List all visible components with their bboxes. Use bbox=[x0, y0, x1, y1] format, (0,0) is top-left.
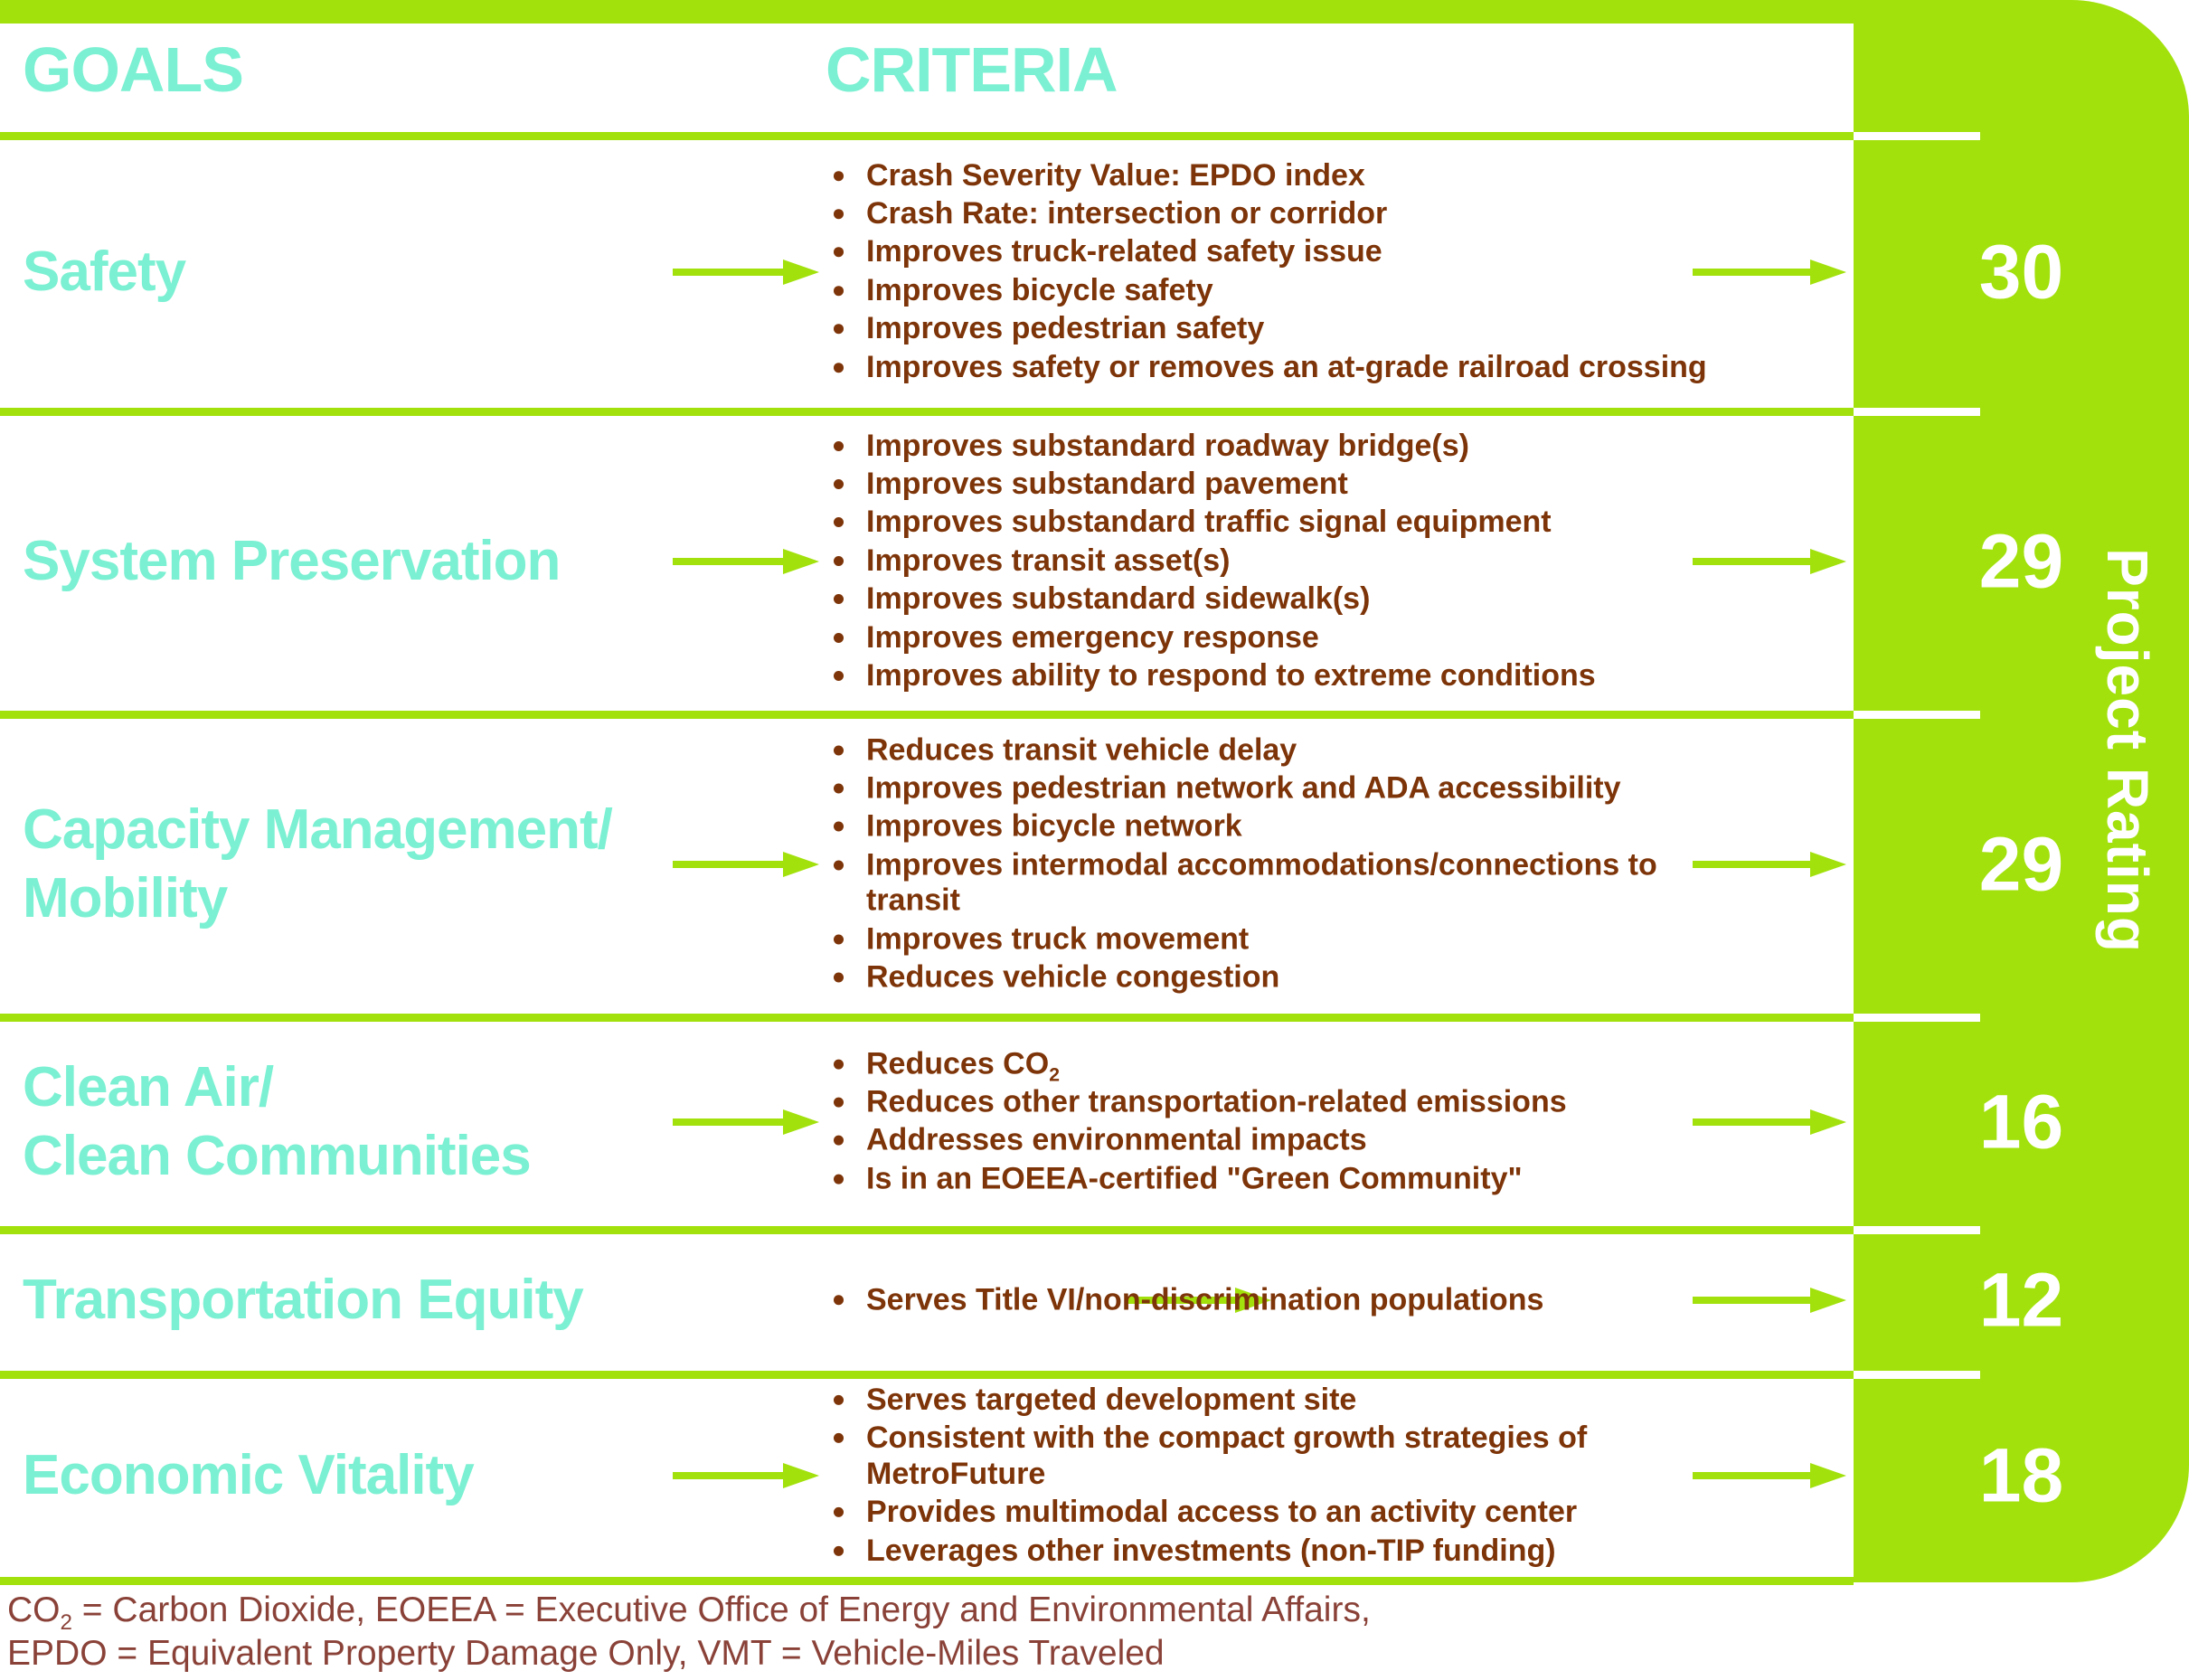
row-divider bbox=[0, 132, 1854, 140]
criteria-to-rating-arrow bbox=[1693, 851, 1846, 877]
row-capacity-management-mobility: Capacity Management/ Mobility Reduces tr… bbox=[0, 714, 2189, 1014]
project-rating-title: Project Rating bbox=[2095, 548, 2160, 953]
criteria-item: Reduces vehicle congestion bbox=[832, 960, 1718, 996]
criteria-item: Reduces transit vehicle delay bbox=[832, 732, 1718, 768]
rating-value: 29 bbox=[1978, 518, 2064, 603]
legend-footer: CO2 = Carbon Dioxide, EOEEA = Executive … bbox=[7, 1589, 1816, 1675]
goal-to-criteria-arrow bbox=[1125, 1288, 1271, 1313]
criteria-item: Improves truck-related safety issue bbox=[832, 235, 1718, 270]
project-rating-band bbox=[1854, 0, 2189, 1582]
goal-label: Clean Air/ Clean Communities bbox=[23, 1017, 674, 1226]
goal-to-criteria-arrow bbox=[673, 1463, 819, 1488]
criteria-item: Crash Rate: intersection or corridor bbox=[832, 196, 1718, 231]
row-divider bbox=[0, 1014, 1854, 1022]
goal-label-line: Capacity Management/ bbox=[23, 798, 613, 861]
band-tick bbox=[1854, 1226, 1980, 1234]
criteria-item: Improves substandard roadway bridge(s) bbox=[832, 428, 1718, 463]
goal-label-line: Safety bbox=[23, 240, 186, 303]
criteria-item: Improves bicycle network bbox=[832, 809, 1718, 845]
rating-value: 16 bbox=[1978, 1079, 2064, 1164]
criteria-item: Reduces CO2 bbox=[832, 1046, 1718, 1084]
band-tick bbox=[1854, 1014, 1980, 1022]
goal-label-line: Economic Vitality bbox=[23, 1444, 475, 1507]
goal-label: System Preservation bbox=[23, 411, 674, 711]
criteria-item: Serves targeted development site bbox=[832, 1383, 1718, 1418]
band-tick bbox=[1854, 1371, 1980, 1379]
criteria-item: Improves substandard traffic signal equi… bbox=[832, 505, 1718, 540]
goal-label: Economic Vitality bbox=[23, 1374, 674, 1577]
criteria-list: Reduces CO2 Reduces other transportation-… bbox=[832, 1043, 1718, 1200]
rating-value: 18 bbox=[1978, 1432, 2064, 1518]
criteria-list: Improves substandard roadway bridge(s) Im… bbox=[832, 425, 1718, 696]
criteria-item: Is in an EOEEA-certified "Green Communit… bbox=[832, 1161, 1718, 1196]
rating-value: 12 bbox=[1978, 1257, 2064, 1343]
row-clean-air-clean-communities: Clean Air/ Clean Communities Reduces CO2… bbox=[0, 1017, 2189, 1226]
criteria-item: Improves truck movement bbox=[832, 921, 1718, 957]
criteria-item: Improves safety or removes an at-grade r… bbox=[832, 350, 1718, 385]
row-divider bbox=[0, 1371, 1854, 1379]
goal-label-line: Transportation Equity bbox=[23, 1269, 584, 1332]
criteria-item: Improves intermodal accommodations/conne… bbox=[832, 847, 1718, 919]
criteria-item: Serves Title VI/non-discrimination popul… bbox=[832, 1282, 1718, 1317]
top-border-bar bbox=[0, 0, 1863, 24]
row-divider bbox=[0, 711, 1854, 719]
criteria-item: Consistent with the compact growth strat… bbox=[832, 1420, 1718, 1492]
legend-line-2: EPDO = Equivalent Property Damage Only, … bbox=[7, 1633, 1165, 1673]
band-tick bbox=[1854, 711, 1980, 719]
row-safety: Safety Crash Severity Value: EPDO index C… bbox=[0, 136, 2189, 408]
row-divider bbox=[0, 1226, 1854, 1234]
goal-label-line: System Preservation bbox=[23, 529, 561, 592]
criteria-list: Serves targeted development site Consiste… bbox=[832, 1380, 1718, 1571]
criteria-to-rating-arrow bbox=[1693, 259, 1846, 285]
criteria-item: Improves bicycle safety bbox=[832, 273, 1718, 308]
goal-label: Capacity Management/ Mobility bbox=[23, 714, 674, 1014]
criteria-to-rating-arrow bbox=[1693, 1109, 1846, 1135]
goal-to-criteria-arrow bbox=[673, 851, 819, 877]
footer-divider bbox=[0, 1577, 1854, 1585]
criteria-item: Leverages other investments (non-TIP fun… bbox=[832, 1534, 1718, 1569]
goal-label: Transportation Equity bbox=[23, 1230, 1062, 1371]
row-economic-vitality: Economic Vitality Serves targeted develo… bbox=[0, 1374, 2189, 1577]
row-divider bbox=[0, 408, 1854, 416]
goal-label-line: Clean Air/ bbox=[23, 1055, 274, 1118]
criteria-item: Improves pedestrian network and ADA acce… bbox=[832, 770, 1718, 806]
goal-to-criteria-arrow bbox=[673, 548, 819, 574]
row-system-preservation: System Preservation Improves substandard… bbox=[0, 411, 2189, 711]
criteria-to-rating-arrow bbox=[1693, 1463, 1846, 1488]
goal-to-criteria-arrow bbox=[673, 259, 819, 285]
criteria-item: Improves pedestrian safety bbox=[832, 311, 1718, 346]
criteria-item: Provides multimodal access to an activit… bbox=[832, 1495, 1718, 1530]
goal-to-criteria-arrow bbox=[673, 1109, 819, 1135]
goal-label: Safety bbox=[23, 136, 674, 408]
goal-label-line: Clean Communities bbox=[23, 1124, 532, 1187]
goals-header: GOALS bbox=[23, 34, 244, 105]
criteria-item: Improves substandard pavement bbox=[832, 467, 1718, 502]
row-transportation-equity: Transportation Equity Serves Title VI/no… bbox=[0, 1230, 2189, 1371]
criteria-item: Crash Severity Value: EPDO index bbox=[832, 158, 1718, 193]
criteria-list: Crash Severity Value: EPDO index Crash Ra… bbox=[832, 156, 1718, 389]
criteria-to-rating-arrow bbox=[1693, 548, 1846, 574]
criteria-item: Improves transit asset(s) bbox=[832, 543, 1718, 579]
criteria-item: Addresses environmental impacts bbox=[832, 1123, 1718, 1158]
rating-value: 30 bbox=[1978, 229, 2064, 314]
criteria-header: CRITERIA bbox=[826, 34, 1118, 105]
criteria-list: Serves Title VI/non-discrimination popul… bbox=[832, 1279, 1718, 1320]
criteria-item: Improves emergency response bbox=[832, 620, 1718, 656]
criteria-to-rating-arrow bbox=[1693, 1288, 1846, 1313]
criteria-item: Reduces other transportation-related emi… bbox=[832, 1085, 1718, 1120]
legend-line-1: CO2 = Carbon Dioxide, EOEEA = Executive … bbox=[7, 1590, 1371, 1635]
band-tick bbox=[1854, 408, 1980, 416]
goal-label-line: Mobility bbox=[23, 866, 228, 930]
band-tick bbox=[1854, 132, 1980, 140]
rating-value: 29 bbox=[1978, 821, 2064, 906]
criteria-list: Reduces transit vehicle delay Improves pe… bbox=[832, 730, 1718, 998]
criteria-item: Improves ability to respond to extreme c… bbox=[832, 658, 1718, 694]
criteria-item: Improves substandard sidewalk(s) bbox=[832, 581, 1718, 617]
